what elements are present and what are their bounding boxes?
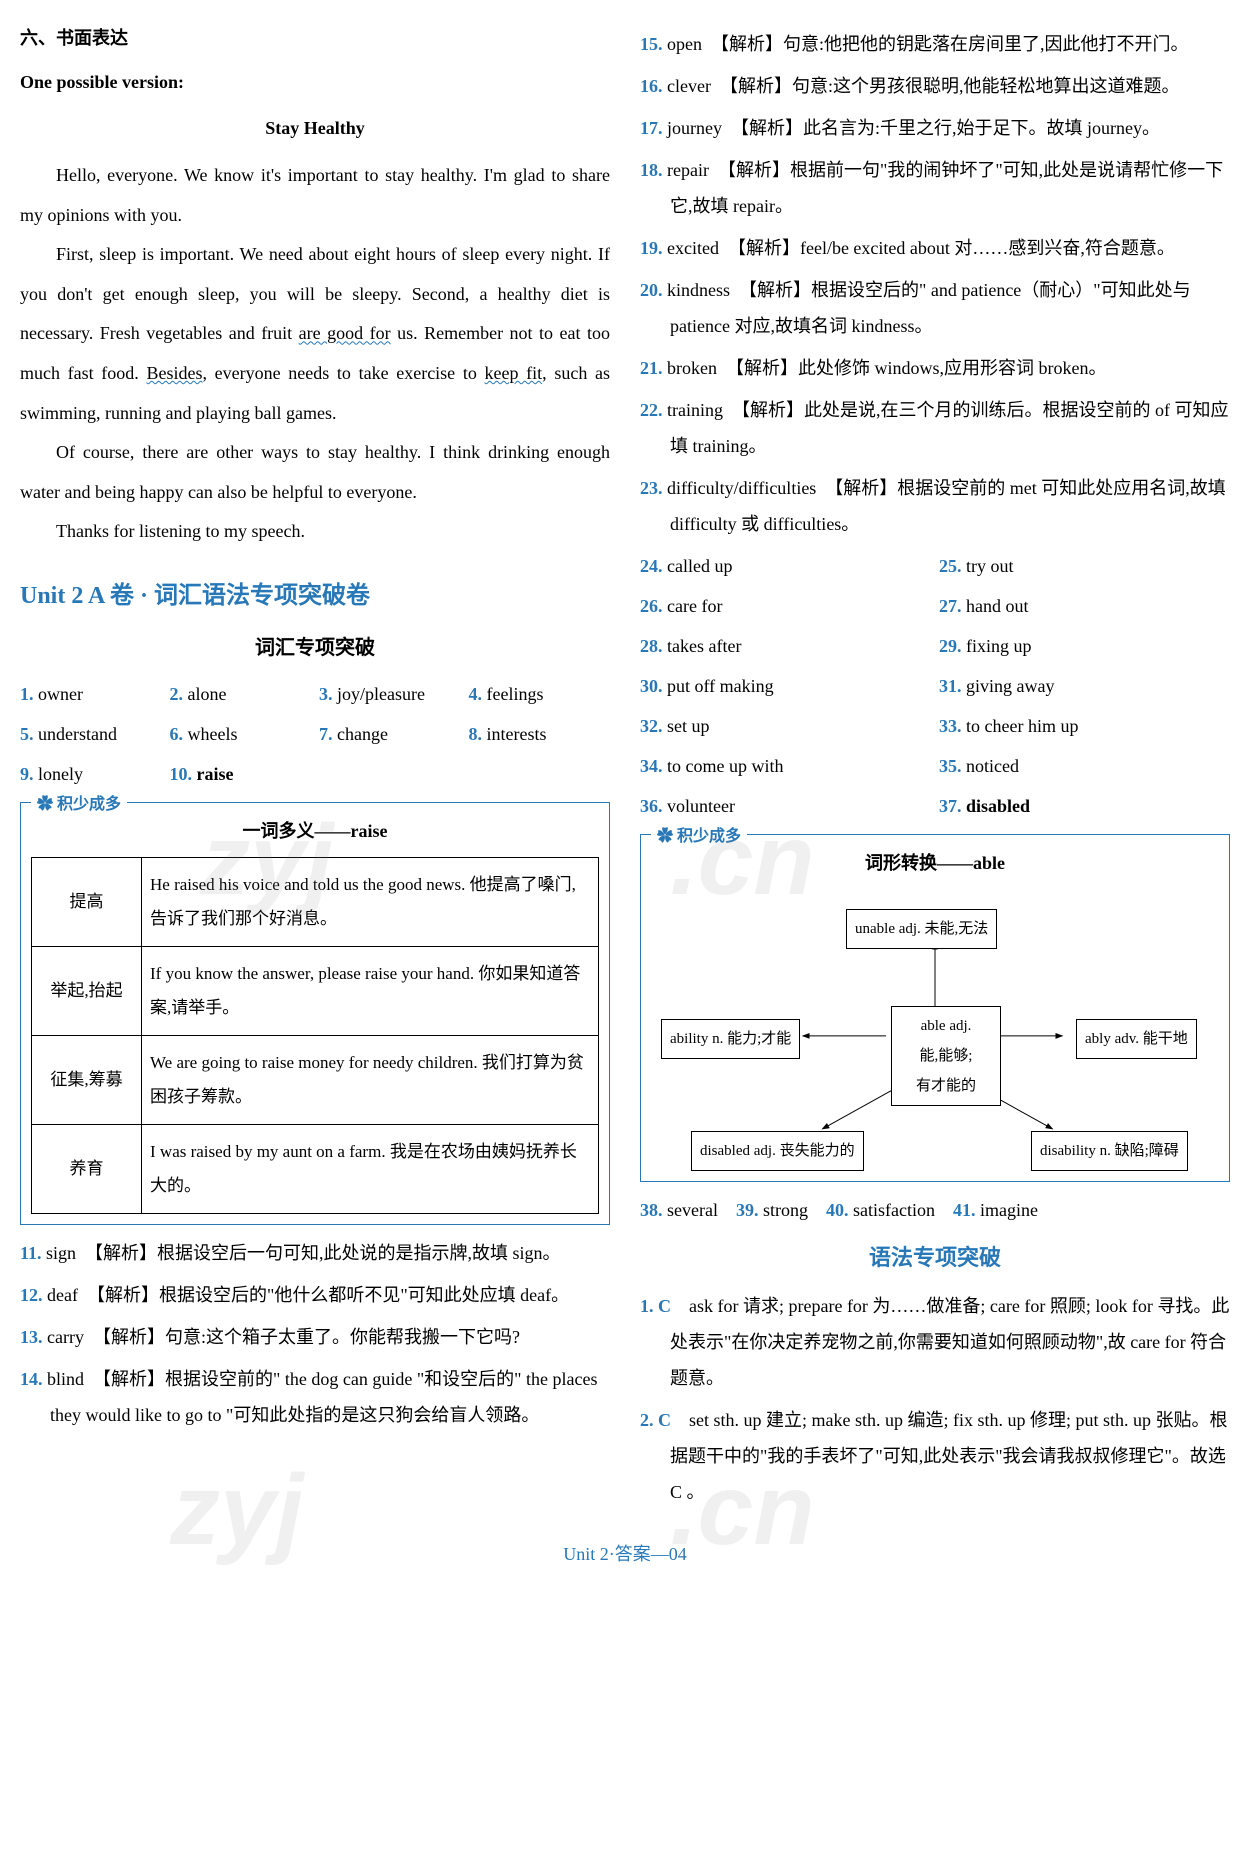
analysis-item: 21. broken 【解析】此处修饰 windows,应用形容词 broken… bbox=[640, 350, 1230, 386]
table-row: 养育I was raised by my aunt on a farm. 我是在… bbox=[32, 1124, 599, 1213]
answer-item: 32. set up bbox=[640, 708, 931, 744]
analysis-item: 16. clever 【解析】句意:这个男孩很聪明,他能轻松地算出这道难题。 bbox=[640, 68, 1230, 104]
right-analysis-list: 15. open 【解析】句意:他把他的钥匙落在房间里了,因此他打不开门。 16.… bbox=[640, 26, 1230, 542]
table-row: 提高He raised his voice and told us the go… bbox=[32, 857, 599, 946]
analysis-item: 23. difficulty/difficulties 【解析】根据设空前的 m… bbox=[640, 470, 1230, 542]
table-row: 举起,抬起If you know the answer, please rais… bbox=[32, 946, 599, 1035]
analysis-item: 13. carry 【解析】句意:这个箱子太重了。你能帮我搬一下它吗? bbox=[20, 1319, 610, 1355]
info-box-label: 积少成多 bbox=[31, 789, 127, 821]
grammar-items: 1. C ask for 请求; prepare for 为……做准备; car… bbox=[640, 1288, 1230, 1510]
essay-p3: Of course, there are other ways to stay … bbox=[20, 433, 610, 512]
essay-title: Stay Healthy bbox=[20, 110, 610, 146]
answer-item: 34. to come up with bbox=[640, 748, 931, 784]
answers-grid-2: 24. called up25. try out26. care for27. … bbox=[640, 548, 1230, 824]
answers-grid-1: 1. owner2. alone3. joy/pleasure4. feelin… bbox=[20, 676, 610, 792]
essay-p4: Thanks for listening to my speech. bbox=[20, 512, 610, 552]
node-top: unable adj. 未能,无法 bbox=[846, 909, 997, 949]
analysis-item: 17. journey 【解析】此名言为:千里之行,始于足下。故填 journe… bbox=[640, 110, 1230, 146]
node-center: able adj.能,能够;有才能的 bbox=[891, 1006, 1001, 1106]
answer-item: 8. interests bbox=[469, 716, 611, 752]
essay-p1: Hello, everyone. We know it's important … bbox=[20, 156, 610, 235]
analysis-item: 20. kindness 【解析】根据设空后的" and patience（耐心… bbox=[640, 272, 1230, 344]
essay-text: , everyone needs to take exercise to bbox=[202, 363, 484, 383]
grammar-item: 2. C set sth. up 建立; make sth. up 编造; fi… bbox=[640, 1402, 1230, 1510]
possible-version: One possible version: bbox=[20, 64, 610, 100]
answer-item: 10. raise bbox=[170, 756, 312, 792]
info-box-label: 积少成多 bbox=[651, 821, 747, 853]
answer-item: 26. care for bbox=[640, 588, 931, 624]
grammar-item: 1. C ask for 请求; prepare for 为……做准备; car… bbox=[640, 1288, 1230, 1396]
essay-p2: First, sleep is important. We need about… bbox=[20, 235, 610, 433]
answer-item: 3. joy/pleasure bbox=[319, 676, 461, 712]
answer-item: 33. to cheer him up bbox=[939, 708, 1230, 744]
table-row: 征集,筹募We are going to raise money for nee… bbox=[32, 1035, 599, 1124]
answer-item: 4. feelings bbox=[469, 676, 611, 712]
unit-title: Unit 2 A 卷 · 词汇语法专项突破卷 bbox=[20, 572, 610, 620]
answer-item: 27. hand out bbox=[939, 588, 1230, 624]
inline-answers: 38. several 39. strong 40. satisfaction … bbox=[640, 1192, 1230, 1228]
underline: are good for bbox=[299, 323, 391, 343]
left-column: zyj zyj 六、书面表达 One possible version: Sta… bbox=[20, 20, 610, 1516]
node-br: disability n. 缺陷;障碍 bbox=[1031, 1131, 1188, 1171]
node-right: ably adv. 能干地 bbox=[1076, 1019, 1197, 1059]
watermark: zyj bbox=[170, 1410, 303, 1610]
analysis-item: 11. sign 【解析】根据设空后一句可知,此处说的是指示牌,故填 sign。 bbox=[20, 1235, 610, 1271]
answer-item: 7. change bbox=[319, 716, 461, 752]
analysis-item: 12. deaf 【解析】根据设空后的"他什么都听不见"可知此处应填 deaf。 bbox=[20, 1277, 610, 1313]
node-left: ability n. 能力;才能 bbox=[661, 1019, 800, 1059]
section-title: 六、书面表达 bbox=[20, 20, 610, 56]
answer-item: 35. noticed bbox=[939, 748, 1230, 784]
analysis-item: 22. training 【解析】此处是说,在三个月的训练后。根据设空前的 of… bbox=[640, 392, 1230, 464]
info-box-right: 积少成多 词形转换——able unable adj. 未能,无法 a bbox=[640, 834, 1230, 1182]
answer-item: 31. giving away bbox=[939, 668, 1230, 704]
analysis-item: 19. excited 【解析】feel/be excited about 对…… bbox=[640, 230, 1230, 266]
answer-item: 24. called up bbox=[640, 548, 931, 584]
vocab-sub-title: 词汇专项突破 bbox=[20, 628, 610, 668]
answer-item: 29. fixing up bbox=[939, 628, 1230, 664]
analysis-item: 14. blind 【解析】根据设空前的" the dog can guide … bbox=[20, 1361, 610, 1433]
underline: keep fit bbox=[485, 363, 543, 383]
answer-item: 1. owner bbox=[20, 676, 162, 712]
node-bl: disabled adj. 丧失能力的 bbox=[691, 1131, 864, 1171]
analysis-item: 15. open 【解析】句意:他把他的钥匙落在房间里了,因此他打不开门。 bbox=[640, 26, 1230, 62]
right-column: .cn .cn 15. open 【解析】句意:他把他的钥匙落在房间里了,因此他… bbox=[640, 20, 1230, 1516]
word-diagram: unable adj. 未能,无法 ability n. 能力;才能 able … bbox=[651, 891, 1219, 1171]
vocab-table: 提高He raised his voice and told us the go… bbox=[31, 857, 599, 1214]
answer-item: 28. takes after bbox=[640, 628, 931, 664]
answer-item: 9. lonely bbox=[20, 756, 162, 792]
answer-item: 25. try out bbox=[939, 548, 1230, 584]
answer-item: 36. volunteer bbox=[640, 788, 931, 824]
answer-item: 6. wheels bbox=[170, 716, 312, 752]
answer-item: 30. put off making bbox=[640, 668, 931, 704]
answer-item: 5. understand bbox=[20, 716, 162, 752]
page-wrapper: zyj zyj 六、书面表达 One possible version: Sta… bbox=[20, 20, 1230, 1516]
info-box-left: 积少成多 一词多义——raise 提高He raised his voice a… bbox=[20, 802, 610, 1225]
page-footer: Unit 2·答案—04 bbox=[20, 1536, 1230, 1572]
answer-item: 37. disabled bbox=[939, 788, 1230, 824]
grammar-title: 语法专项突破 bbox=[640, 1236, 1230, 1280]
underline: Besides bbox=[146, 363, 202, 383]
answer-item: 2. alone bbox=[170, 676, 312, 712]
analysis-item: 18. repair 【解析】根据前一句"我的闹钟坏了"可知,此处是说请帮忙修一… bbox=[640, 152, 1230, 224]
left-analysis-list: 11. sign 【解析】根据设空后一句可知,此处说的是指示牌,故填 sign。… bbox=[20, 1235, 610, 1433]
